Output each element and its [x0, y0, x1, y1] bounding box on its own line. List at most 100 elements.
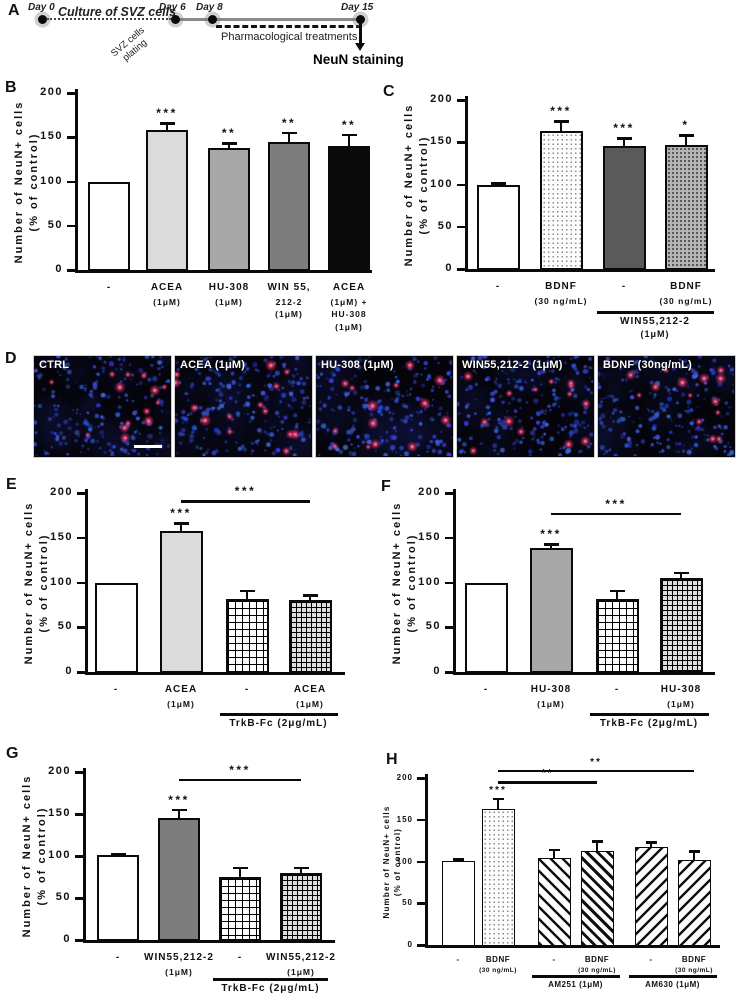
panel-label-g: G [6, 745, 19, 762]
y-tick-F-50 [445, 626, 453, 629]
micrograph-win55-image [457, 356, 593, 456]
micrograph-label: BDNF (30ng/mL) [603, 359, 692, 371]
panel-label-h: H [386, 751, 398, 768]
x-label-line: (1μM) [165, 966, 193, 977]
y-tick-G-100 [75, 855, 83, 858]
x-label-H-1: BDNF (30 ng/mL) [453, 954, 543, 975]
x-label-line: ACEA [164, 684, 198, 695]
y-tick-label-H-200: 200 [396, 773, 413, 782]
x-label-line: - [115, 952, 121, 963]
x-label-E-1: ACEA (1μM) [136, 683, 226, 710]
error-cap-C-0 [490, 182, 506, 185]
bar-G-0 [97, 855, 139, 941]
group-label-C-0: WIN55,212-2 (1μM) [575, 315, 735, 339]
y-tick-H-0 [417, 944, 425, 947]
y-tick-E-150 [77, 536, 85, 540]
error-cap-B-3 [281, 131, 297, 135]
y-tick-label-G-200: 200 [48, 765, 71, 777]
y-tick-B-100 [67, 180, 75, 183]
x-label-E-0: - [71, 683, 161, 698]
x-label-C-1: BDNF (30 ng/mL) [516, 280, 606, 307]
culture-label: Culture of SVZ cells [58, 5, 177, 19]
y-axis-title-line1: Number of NeuN+ cells [21, 774, 34, 938]
y-tick-H-100 [417, 860, 425, 863]
bar-F-0 [464, 582, 508, 673]
x-label-H-4: - [606, 954, 696, 966]
y-tick-label-B-200: 200 [40, 86, 63, 98]
bar-H-3 [580, 850, 614, 946]
y-tick-B-50 [67, 224, 75, 228]
y-tick-F-0 [445, 671, 453, 674]
group-label-line: AM630 (1μM) [645, 980, 700, 989]
x-label-line: - [237, 952, 243, 963]
error-cap-E-2 [239, 589, 255, 593]
error-cap-F-3 [673, 571, 689, 575]
group-label-line: TrkB-Fc (2μg/mL) [221, 983, 320, 994]
x-label-F-1: HU-308 (1μM) [506, 683, 596, 710]
error-cap-G-0 [110, 852, 126, 856]
bar-H-1 [481, 808, 515, 946]
micrograph-win55: WIN55,212-2 (1μM) [456, 355, 595, 458]
x-label-line: 212-2 [275, 296, 303, 307]
bar-G-1 [158, 818, 200, 941]
sig-line-H-1 [498, 769, 694, 773]
y-axis-C [465, 96, 468, 269]
y-tick-label-C-150: 150 [430, 135, 453, 148]
y-tick-H-50 [417, 902, 425, 905]
panel-label-a: A [8, 2, 20, 19]
group-label-H-1: AM630 (1μM) [593, 979, 738, 990]
x-label-line: - [244, 684, 250, 695]
x-label-line: - [621, 281, 627, 292]
error-cap-B-4 [341, 133, 357, 137]
y-tick-label-C-0: 0 [445, 262, 453, 274]
bar-E-0 [94, 582, 138, 673]
x-label-line: HU-308 [208, 282, 250, 293]
bar-C-1 [539, 131, 583, 270]
x-label-line: (1μM) [667, 698, 695, 709]
bar-C-3 [664, 144, 708, 270]
x-label-line: WIN55,212-2 [144, 952, 214, 963]
y-tick-B-150 [67, 136, 75, 139]
x-label-line: (1μM) [167, 698, 195, 709]
panel-label-e: E [6, 476, 17, 493]
x-label-line: - [495, 281, 501, 292]
sig-stars-B-3: ** [281, 115, 297, 130]
x-label-line: BDNF [681, 955, 707, 964]
y-tick-label-F-50: 50 [425, 620, 441, 633]
y-tick-C-50 [457, 225, 465, 229]
y-tick-label-H-0: 0 [407, 940, 413, 949]
error-bar-H-3 [596, 841, 598, 851]
x-label-line: HU-308 [331, 309, 367, 320]
y-tick-label-C-50: 50 [437, 219, 453, 232]
micrograph-label: HU-308 (1μM) [321, 359, 394, 371]
sig-line-stars-H-0: ** [541, 768, 554, 780]
x-label-line: (1μM) [287, 966, 315, 977]
sig-stars-B-4: ** [341, 117, 357, 132]
y-tick-H-200 [417, 777, 425, 780]
bar-H-0 [441, 860, 475, 946]
error-cap-H-0 [452, 858, 464, 861]
micrograph-ctrl-image [34, 356, 170, 456]
x-label-line: - [614, 684, 620, 695]
y-tick-C-200 [457, 99, 465, 102]
x-label-line: BDNF [670, 281, 702, 292]
y-tick-C-0 [457, 268, 465, 271]
y-tick-label-B-0: 0 [55, 263, 63, 275]
y-axis-H [425, 774, 428, 945]
y-axis-F [453, 489, 456, 672]
sig-stars-G-1: *** [168, 792, 190, 807]
x-label-G-3: WIN55,212-2 (1μM) [256, 951, 346, 978]
x-label-line: - [552, 955, 556, 964]
y-tick-label-E-150: 150 [50, 530, 73, 543]
x-label-line: - [483, 684, 489, 695]
panel-label-f: F [381, 478, 391, 495]
timeline-dot-day8 [208, 15, 217, 24]
sig-stars-H-1: *** [489, 784, 507, 796]
error-cap-C-2 [616, 137, 632, 140]
x-label-F-0: - [441, 683, 531, 698]
error-cap-G-1 [171, 808, 187, 812]
x-label-E-2: - [202, 683, 292, 698]
error-cap-H-2 [548, 848, 560, 852]
error-cap-C-1 [553, 120, 569, 123]
timeline-dot-day15 [356, 15, 365, 24]
